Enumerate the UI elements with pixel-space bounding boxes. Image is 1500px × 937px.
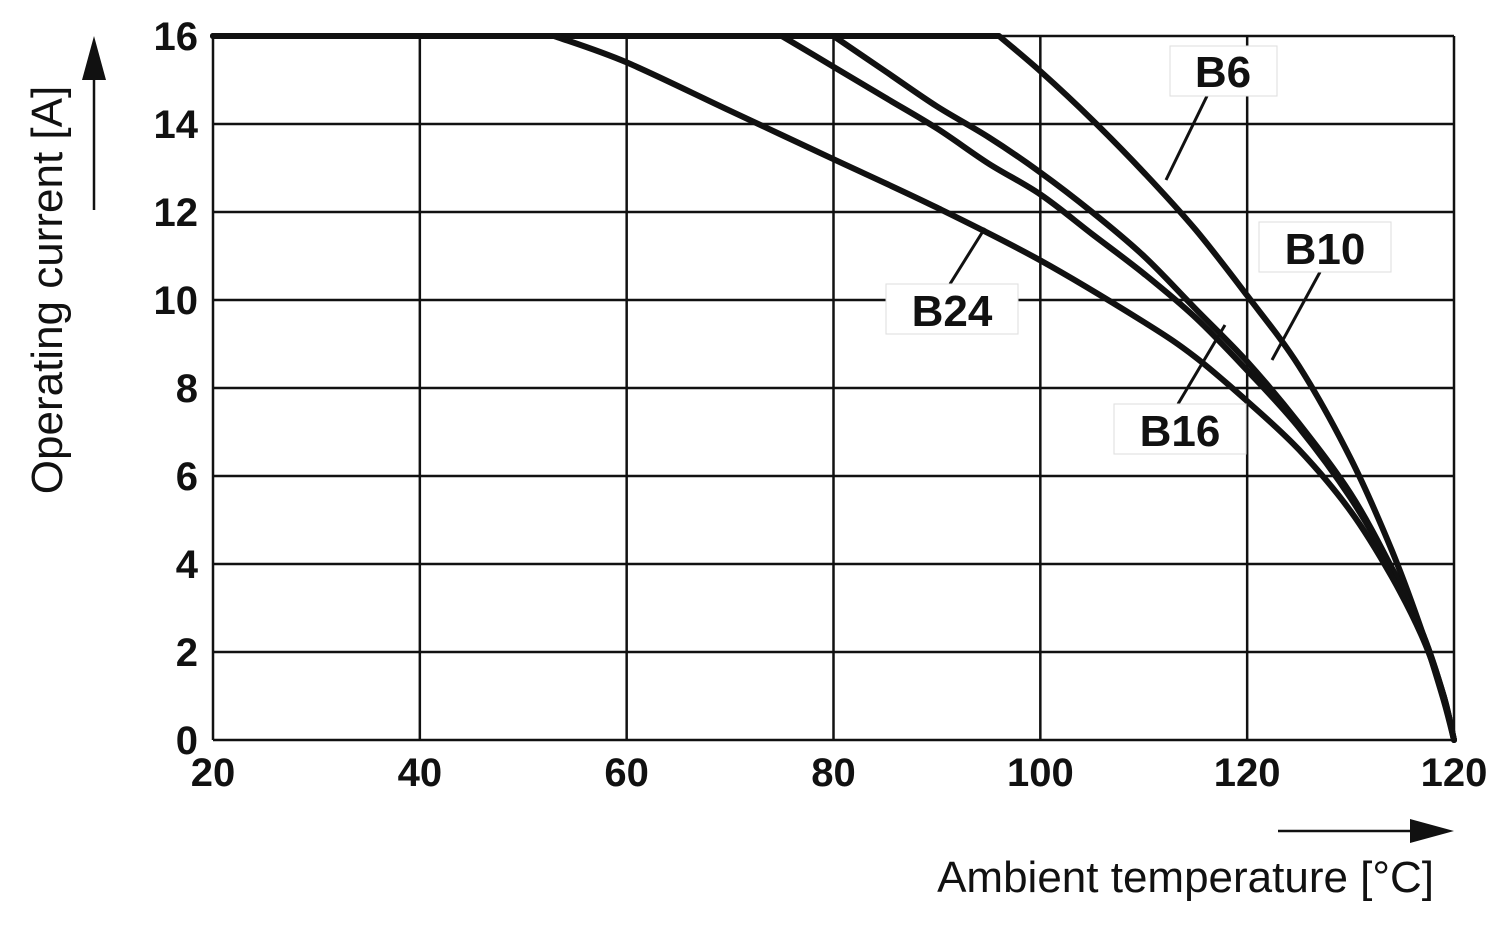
y-tick-label: 2 [176,631,198,675]
y-tick-label: 14 [154,103,199,147]
y-tick-label: 12 [154,191,199,235]
series-label-b16: B16 [1113,324,1247,456]
x-tick-label: 20 [191,751,236,795]
series-line-b16 [210,33,1457,743]
y-tick-label: 4 [176,543,199,587]
series-labels: B6 B10 B16 B24 [885,45,1392,456]
series-label-text: B6 [1195,48,1251,97]
x-axis-arrow-head [1410,819,1454,843]
series-label-text: B24 [912,287,993,336]
y-tick-label: 8 [176,367,198,411]
y-tick-label: 0 [176,719,198,763]
series-label-b6: B6 [1164,45,1278,181]
x-tick-label: 100 [1007,751,1074,795]
y-tick-label: 10 [154,279,199,323]
x-axis-title-group: Ambient temperature [°C] [937,819,1454,902]
y-axis-title: Operating current [A] [23,86,72,494]
x-axis-title: Ambient temperature [°C] [937,853,1434,902]
x-tick-label: 40 [398,751,443,795]
x-tick-label: 60 [604,751,649,795]
y-tick-label: 16 [154,15,199,59]
label-box [1258,221,1392,273]
series-line-b24 [210,33,1457,743]
x-tick-label: 120 [1421,751,1488,795]
series-label-text: B16 [1140,407,1221,456]
y-tick-label: 6 [176,455,198,499]
series-label-b10: B10 [1258,221,1392,361]
label-leader-line [948,227,987,285]
label-leader-line [1270,271,1322,361]
y-axis-title-group: Operating current [A] [23,36,106,494]
label-leader-line [1164,95,1209,181]
series-curves [210,33,1457,743]
label-leader-line [1176,324,1227,405]
label-box [885,283,1019,335]
y-axis-arrow-head [82,36,106,80]
series-label-b24: B24 [885,227,1019,336]
tick-labels: 20 40 60 80 100 120 120 0 2 4 6 8 10 12 14 16 [154,15,1488,795]
x-tick-label: 120 [1214,751,1281,795]
label-box [1169,45,1278,97]
series-label-text: B10 [1285,225,1366,274]
label-box [1113,403,1247,455]
x-tick-label: 80 [811,751,856,795]
